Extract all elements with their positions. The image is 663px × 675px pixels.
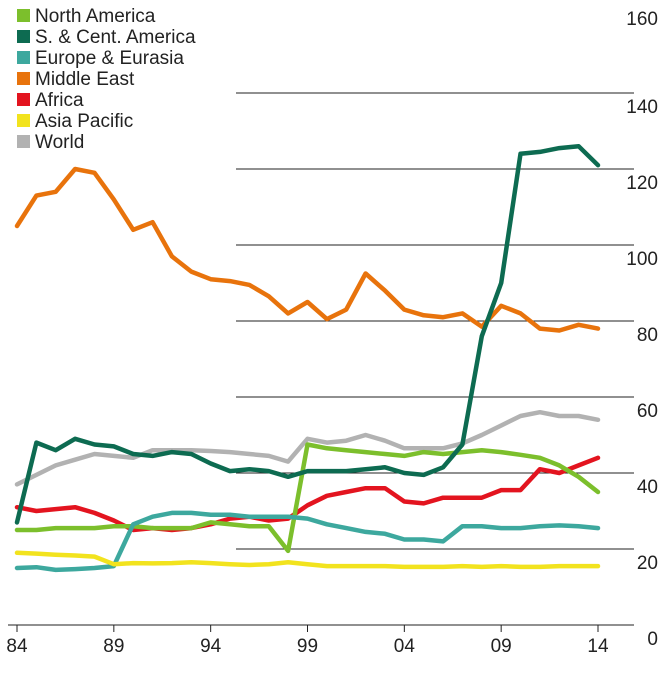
legend-label-europe-eurasia: Europe & Eurasia	[35, 48, 184, 69]
legend-swatch-asia-pacific	[17, 114, 30, 127]
y-tick-label: 100	[626, 249, 658, 270]
legend-swatch-europe-eurasia	[17, 51, 30, 64]
gridlines	[8, 92, 634, 626]
x-tick-label: 94	[200, 636, 222, 657]
series-line-middle-east	[14, 166, 601, 333]
series-line-s-cent-america	[14, 143, 601, 525]
legend-swatch-s-cent-america	[17, 30, 30, 43]
x-tick-label: 84	[6, 636, 28, 657]
legend-label-middle-east: Middle East	[35, 69, 135, 90]
legend-swatch-world	[17, 135, 30, 148]
series-line-africa	[14, 455, 601, 533]
x-tick-label: 09	[491, 636, 512, 657]
legend-label-s-cent-america: S. & Cent. America	[35, 27, 196, 48]
y-tick-label: 20	[637, 553, 658, 574]
y-tick-label: 160	[626, 9, 658, 30]
legend-swatch-africa	[17, 93, 30, 106]
y-tick-label: 80	[637, 325, 658, 346]
y-tick-label: 120	[626, 173, 658, 194]
legend-label-world: World	[35, 132, 84, 153]
x-tick-label: 99	[297, 636, 318, 657]
y-axis-tick-labels: 0 20 40 60 80 100 120 140 160	[626, 9, 658, 650]
y-tick-label: 60	[637, 401, 658, 422]
legend-swatch-middle-east	[17, 72, 30, 85]
series-lines	[14, 143, 601, 573]
x-tick-label: 89	[103, 636, 124, 657]
series-line-north-america	[14, 442, 601, 554]
x-tick-label: 04	[394, 636, 416, 657]
x-tick-label: 14	[587, 636, 609, 657]
x-axis-tick-labels: 84 89 94 99 04 09 14	[6, 625, 609, 657]
legend-swatch-north-america	[17, 9, 30, 22]
legend-label-north-america: North America	[35, 6, 156, 27]
y-tick-label: 40	[637, 477, 658, 498]
legend-label-africa: Africa	[35, 90, 84, 111]
series-line-asia-pacific	[14, 550, 601, 570]
series-line-world	[14, 409, 601, 487]
y-tick-label: 0	[647, 629, 658, 650]
y-tick-label: 140	[626, 97, 658, 118]
legend-label-asia-pacific: Asia Pacific	[35, 111, 133, 132]
